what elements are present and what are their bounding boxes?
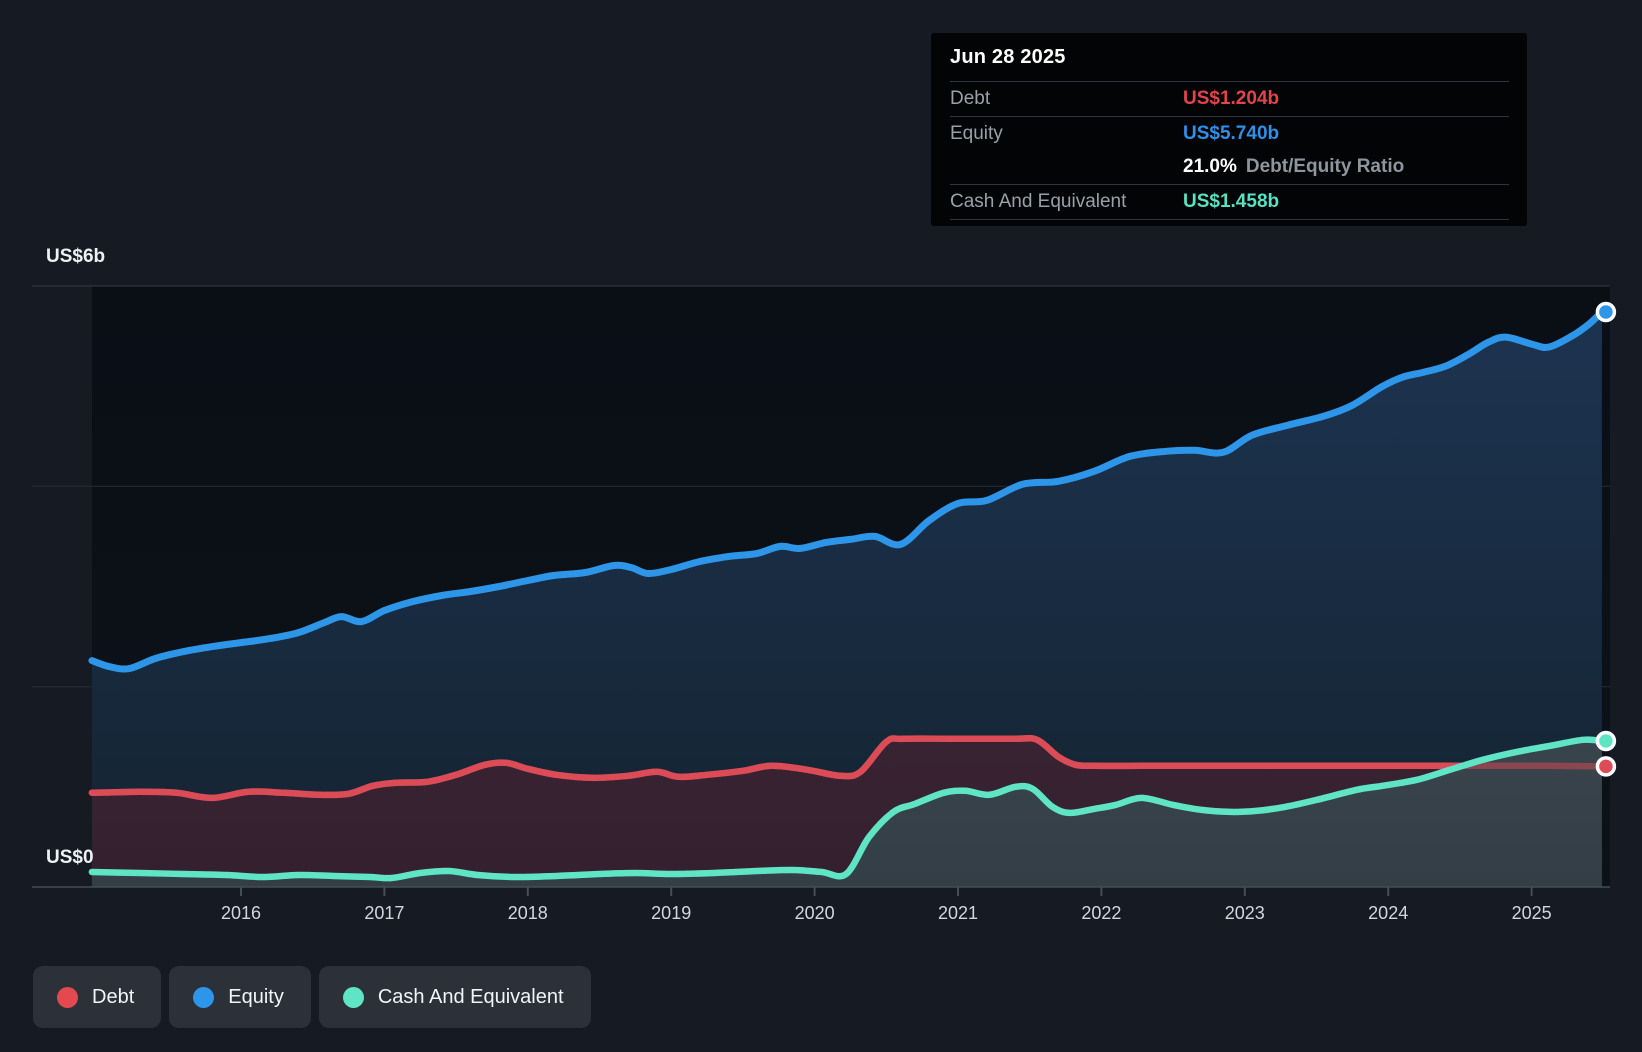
equity-dot-icon (193, 986, 215, 1008)
tooltip-debt-value: US$1.204b (1183, 88, 1280, 109)
chart-legend: Debt Equity Cash And Equivalent (33, 966, 591, 1028)
tooltip-ratio-value: 21.0% (1183, 156, 1237, 177)
cash-line (88, 736, 1606, 882)
x-label-2019: 2019 (651, 903, 691, 923)
legend-item-cash[interactable]: Cash And Equivalent (318, 966, 591, 1028)
equity-area (91, 312, 1602, 887)
y-label-6b: US$6b (46, 246, 105, 267)
tooltip-date: Jun 28 2025 (950, 45, 1066, 68)
legend-cash-label: Cash And Equivalent (377, 985, 564, 1008)
cash-area (91, 739, 1602, 887)
x-label-2022: 2022 (1081, 903, 1121, 923)
x-label-2020: 2020 (795, 903, 835, 923)
debt-dot-icon (57, 986, 78, 1008)
debt-end-dot[interactable] (1595, 756, 1617, 777)
legend-item-equity[interactable]: Equity (169, 966, 311, 1028)
tooltip-equity-value: US$5.740b (1183, 122, 1280, 144)
chart-tooltip: Jun 28 2025 Debt US$1.204b Equity US$5.7… (931, 33, 1527, 226)
x-label-2018: 2018 (508, 903, 548, 923)
equity-line (88, 308, 1606, 673)
tooltip-debt-label: Debt (950, 88, 991, 109)
y-label-0b: US$0 (46, 847, 94, 868)
legend-equity-label: Equity (228, 985, 284, 1008)
tooltip-cash-value: US$1.458b (1183, 191, 1280, 212)
x-label-2024: 2024 (1368, 903, 1408, 923)
cash-dot-icon (342, 986, 364, 1008)
x-label-2025: 2025 (1512, 903, 1552, 923)
x-label-2017: 2017 (364, 903, 404, 923)
tooltip-row-equity: Equity US$5.740b (950, 116, 1509, 150)
tooltip-row-cash: Cash And Equivalent US$1.458b (950, 184, 1509, 220)
tooltip-ratio-label: Debt/Equity Ratio (1245, 156, 1405, 177)
x-label-2023: 2023 (1225, 903, 1265, 923)
legend-item-debt[interactable]: Debt (33, 966, 162, 1028)
tooltip-row-ratio: 21.0% Debt/Equity Ratio (950, 150, 1509, 184)
equity-end-dot[interactable] (1595, 301, 1617, 323)
legend-debt-label: Debt (92, 985, 135, 1008)
tooltip-row-debt: Debt US$1.204b (950, 81, 1509, 116)
debt-line (88, 734, 1606, 802)
x-label-2021: 2021 (938, 903, 978, 923)
tooltip-cash-label: Cash And Equivalent (950, 191, 1127, 212)
tooltip-equity-label: Equity (950, 122, 1003, 144)
cash-end-dot[interactable] (1595, 730, 1617, 752)
x-label-2016: 2016 (221, 903, 261, 923)
